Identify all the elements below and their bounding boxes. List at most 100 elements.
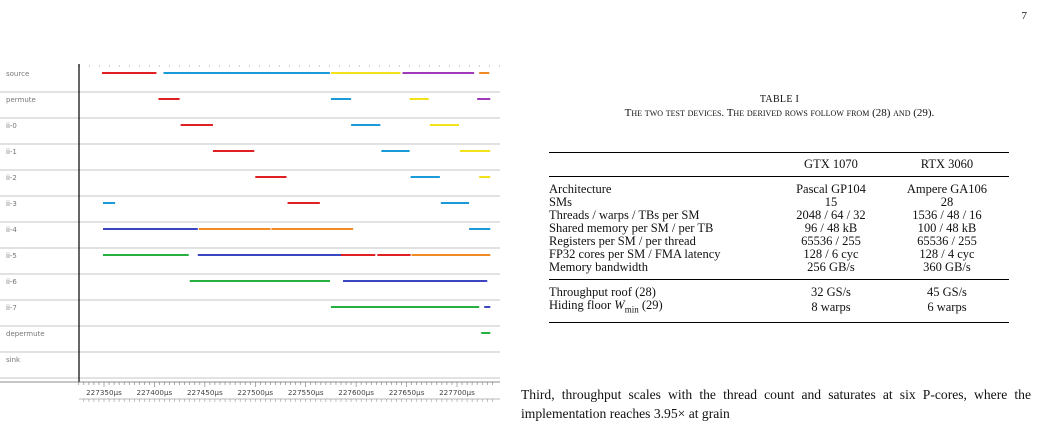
task-segment-orange [479, 72, 490, 74]
tick-label: 227450µs [187, 388, 223, 397]
lane-label: sink [6, 356, 21, 364]
pipeline-timeline-figure: source permute ii-0 ii-1 ii-2 ii-3 ii-4 ii-5 ii-… [0, 64, 500, 402]
table-row: Architecture Pascal GP104 Ampere GA106 [549, 177, 1009, 197]
tick-label: 227700µs [439, 388, 475, 397]
tick-label: 227500µs [237, 388, 273, 397]
task-segment-yellow [479, 176, 491, 178]
task-segment-red [255, 176, 287, 178]
task-segment-red [287, 202, 320, 204]
lane-label: ii-0 [6, 122, 17, 130]
task-segment-purple [402, 72, 475, 74]
table-cell: 100 / 48 kB [917, 221, 977, 235]
task-segment-blue [351, 124, 381, 126]
lane-label: ii-6 [6, 278, 17, 286]
lane-label: source [6, 70, 29, 78]
task-segment-blue [469, 228, 491, 230]
task-segment-blue [102, 202, 116, 204]
lane-label: ii-4 [6, 226, 17, 234]
task-segment-red [377, 254, 411, 256]
lane-label: ii-2 [6, 174, 17, 182]
task-segment-blue [440, 202, 470, 204]
table-cell: 360 GB/s [884, 261, 1009, 280]
timeline-lanes: source permute ii-0 ii-1 ii-2 ii-3 ii-4 ii-5 ii-… [0, 64, 500, 382]
tick-label: 227600µs [338, 388, 374, 397]
table-header-cell [549, 152, 777, 177]
task-segment-purple [477, 98, 491, 100]
table-row: Shared memory per SM / per TB 96 / 48 kB 1… [549, 222, 1009, 235]
task-segment-yellow [429, 124, 460, 126]
body-paragraph: Third, throughput scales with the thread… [521, 387, 1031, 421]
lane-label: permute [6, 96, 36, 104]
table-row: FP32 cores per SM / FMA latency 128 / 6 c… [549, 248, 1009, 261]
lane-label: ii-1 [6, 148, 17, 156]
table-cell: Throughput roof (28) [549, 285, 656, 299]
table-row: Throughput roof (28) 32 GS/s 45 GS/s [549, 280, 1009, 300]
table-cell: Threads / warps / TBs per SM [549, 208, 700, 222]
task-segment-green [481, 332, 491, 334]
task-segment-blue [410, 176, 440, 178]
table-row: Memory bandwidth 256 GB/s 360 GB/s [549, 261, 1009, 280]
task-segment-indigo [197, 254, 347, 256]
task-segment-green [102, 254, 189, 256]
table-title: TABLE I [759, 94, 800, 105]
task-segment-yellow [409, 98, 429, 100]
lane-label: ii-5 [6, 252, 17, 260]
task-segment-blue [163, 72, 330, 74]
table-cell: 32 GS/s [810, 285, 851, 299]
task-segment-orange [411, 254, 491, 256]
tick-label: 227550µs [288, 388, 324, 397]
timeline-time-axis: 227350µs 227400µs 227450µs 227500µs 227550µs… [0, 381, 500, 402]
table-cell: Architecture [549, 182, 612, 196]
table-cell: 2048 / 64 / 32 [796, 208, 866, 222]
task-segment-yellow [460, 150, 491, 152]
lane-label: ii-3 [6, 200, 17, 208]
table-header-row: GTX 1070 RTX 3060 [549, 152, 1009, 177]
table-cell: 128 / 6 cyc [803, 247, 859, 261]
lane-label: depermute [6, 330, 45, 338]
task-segment-yellow [330, 72, 401, 74]
table-main-rows: Architecture Pascal GP104 Ampere GA106 SMs 1… [549, 177, 1009, 280]
table-row: SMs 15 28 [549, 196, 1009, 209]
task-segment-red [341, 254, 376, 256]
table-cell: Registers per SM / per thread [549, 234, 696, 248]
table-cell: Shared memory per SM / per TB [549, 221, 714, 235]
lane-label: ii-7 [6, 304, 17, 312]
table-cell: Hiding floor Wmin (29) [549, 299, 777, 323]
task-segment-green [330, 306, 480, 308]
table-header-cell: GTX 1070 [777, 152, 885, 177]
task-segment-green [189, 280, 330, 282]
table-cell: Pascal GP104 [796, 182, 866, 196]
page-number: 7 [1021, 10, 1028, 22]
task-segment-red [158, 98, 180, 100]
table-row: Threads / warps / TBs per SM 2048 / 64 / … [549, 209, 1009, 222]
task-segment-orange [271, 228, 354, 230]
device-table: GTX 1070 RTX 3060 Architecture Pascal GP1… [549, 152, 1009, 323]
task-segment-red [212, 150, 255, 152]
task-segment-blue [330, 98, 352, 100]
table-cell: Memory bandwidth [549, 261, 777, 280]
task-segment-indigo [102, 228, 198, 230]
task-segment-red [101, 72, 157, 74]
table-cell: 128 / 4 cyc [919, 247, 975, 261]
table-cell: 65536 / 255 [801, 234, 861, 248]
task-segment-red [180, 124, 213, 126]
table-cell: 28 [940, 195, 954, 209]
table-cell: FP32 cores per SM / FMA latency [549, 247, 721, 261]
task-segment-indigo [484, 306, 491, 308]
table-cell: Ampere GA106 [906, 182, 988, 196]
table-cell: 256 GB/s [777, 261, 885, 280]
table-cell: 8 warps [777, 299, 885, 323]
table-cell: 65536 / 255 [917, 234, 977, 248]
task-segment-blue [381, 150, 410, 152]
table-cell: 45 GS/s [926, 285, 967, 299]
table-cell: 15 [824, 195, 838, 209]
tick-label: 227400µs [137, 388, 173, 397]
tick-label: 227350µs [86, 388, 122, 397]
task-segment-orange [198, 228, 271, 230]
table-caption: The two test devices. The derived rows f… [624, 107, 935, 119]
table-derived-rows: Throughput roof (28) 32 GS/s 45 GS/s Hiding… [549, 280, 1009, 323]
table-cell: SMs [549, 195, 572, 209]
table-row: Registers per SM / per thread 65536 / 255… [549, 235, 1009, 248]
table-cell: 96 / 48 kB [804, 221, 858, 235]
table-header-cell: RTX 3060 [884, 152, 1009, 177]
